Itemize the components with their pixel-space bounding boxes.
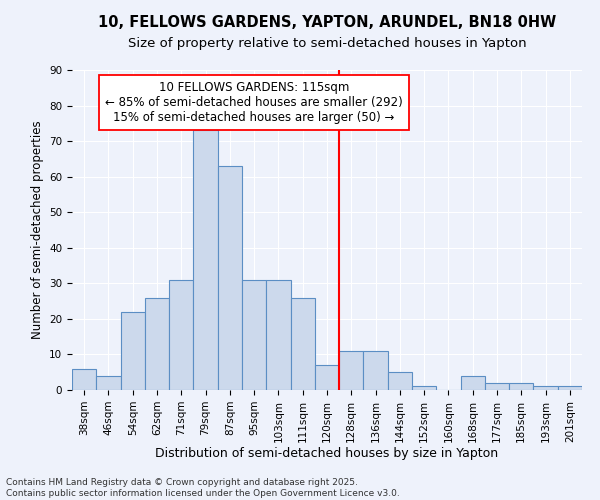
Bar [388,372,412,390]
Bar [485,383,509,390]
Bar [121,312,145,390]
Bar [509,383,533,390]
Bar [558,386,582,390]
Bar [96,376,121,390]
Bar [412,386,436,390]
Text: Size of property relative to semi-detached houses in Yapton: Size of property relative to semi-detach… [128,38,526,51]
Bar [266,280,290,390]
Text: Contains HM Land Registry data © Crown copyright and database right 2025.
Contai: Contains HM Land Registry data © Crown c… [6,478,400,498]
Bar [533,386,558,390]
Bar [193,130,218,390]
Bar [72,368,96,390]
Bar [169,280,193,390]
Y-axis label: Number of semi-detached properties: Number of semi-detached properties [31,120,44,340]
Text: 10, FELLOWS GARDENS, YAPTON, ARUNDEL, BN18 0HW: 10, FELLOWS GARDENS, YAPTON, ARUNDEL, BN… [98,15,556,30]
Bar [364,351,388,390]
Bar [218,166,242,390]
X-axis label: Distribution of semi-detached houses by size in Yapton: Distribution of semi-detached houses by … [155,448,499,460]
Bar [145,298,169,390]
Bar [290,298,315,390]
Bar [242,280,266,390]
Bar [315,365,339,390]
Text: 10 FELLOWS GARDENS: 115sqm
← 85% of semi-detached houses are smaller (292)
15% o: 10 FELLOWS GARDENS: 115sqm ← 85% of semi… [105,80,403,124]
Bar [339,351,364,390]
Bar [461,376,485,390]
